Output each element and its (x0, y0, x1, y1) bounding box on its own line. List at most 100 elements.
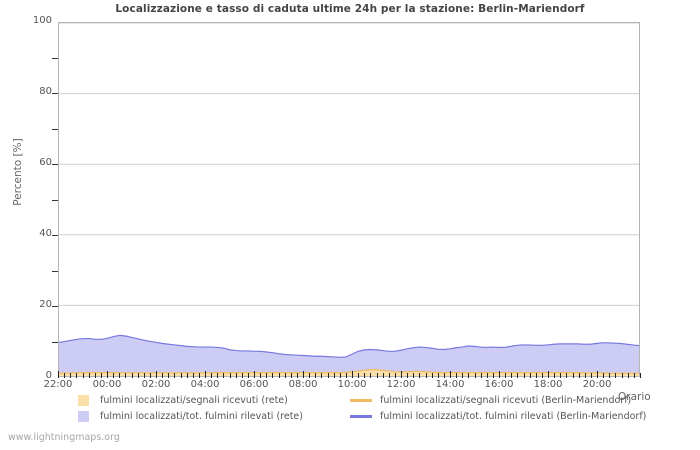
x-minor-tick (235, 373, 237, 378)
x-tick-label: 22:00 (43, 379, 73, 390)
x-minor-tick (241, 373, 243, 378)
x-minor-tick (296, 373, 298, 378)
x-tick-label: 16:00 (484, 379, 514, 390)
x-minor-tick (125, 373, 127, 378)
x-minor-tick (137, 373, 139, 378)
x-minor-tick (584, 373, 586, 378)
x-minor-tick (64, 373, 66, 378)
x-major-tick (401, 371, 403, 378)
x-minor-tick (603, 373, 605, 378)
x-major-tick (254, 371, 256, 378)
x-minor-tick (272, 373, 274, 378)
x-minor-tick (162, 373, 164, 378)
legend-label: fulmini localizzati/segnali ricevuti (re… (100, 394, 288, 406)
x-minor-tick (523, 373, 525, 378)
x-minor-tick (247, 373, 249, 378)
x-minor-tick (198, 373, 200, 378)
x-minor-tick (260, 373, 262, 378)
x-tick-label: 02:00 (141, 379, 171, 390)
legend-swatch-icon (78, 410, 89, 422)
x-minor-tick (407, 373, 409, 378)
y-major-tick (52, 93, 58, 94)
x-minor-tick (621, 373, 623, 378)
x-minor-tick (456, 373, 458, 378)
x-minor-tick (174, 373, 176, 378)
x-minor-tick (590, 373, 592, 378)
x-major-tick (156, 371, 158, 378)
x-major-tick (58, 371, 59, 378)
x-minor-tick (211, 373, 213, 378)
legend-item-3[interactable]: fulmini localizzati/tot. fulmini rilevat… (350, 411, 646, 422)
chart-legend: fulmini localizzati/segnali ricevuti (re… (78, 392, 646, 424)
x-minor-tick (376, 373, 378, 378)
x-minor-tick (609, 373, 611, 378)
x-minor-tick (149, 373, 151, 378)
x-tick-label: 18:00 (533, 379, 563, 390)
y-minor-tick (52, 199, 58, 201)
x-tick-label: 08:00 (288, 379, 318, 390)
legend-row: fulmini localizzati/segnali ricevuti (re… (78, 392, 638, 408)
x-minor-tick (143, 373, 145, 378)
x-minor-tick (394, 373, 396, 378)
legend-label: fulmini localizzati/tot. fulmini rilevat… (100, 410, 303, 422)
y-minor-tick (52, 57, 58, 59)
x-minor-tick (413, 373, 415, 378)
x-minor-tick (443, 373, 445, 378)
x-minor-tick (419, 373, 421, 378)
y-major-tick (52, 235, 58, 236)
x-tick-label: 20:00 (582, 379, 612, 390)
legend-label: fulmini localizzati/tot. fulmini rilevat… (380, 410, 647, 422)
legend-item-1[interactable]: fulmini localizzati/segnali ricevuti (Be… (350, 395, 638, 406)
x-minor-tick (113, 373, 115, 378)
x-minor-tick (131, 373, 133, 378)
x-minor-tick (511, 373, 513, 378)
chart-title: Localizzazione e tasso di caduta ultime … (115, 3, 585, 15)
x-tick-label: 06:00 (239, 379, 269, 390)
x-minor-tick (358, 373, 360, 378)
x-minor-tick (462, 373, 464, 378)
x-minor-tick (70, 373, 72, 378)
x-minor-tick (180, 373, 182, 378)
x-axis-title: Orario (618, 391, 651, 403)
x-minor-tick (119, 373, 121, 378)
x-minor-tick (339, 373, 341, 378)
x-tick-label: 14:00 (435, 379, 465, 390)
x-minor-tick (474, 373, 476, 378)
y-tick-label: 80 (39, 86, 52, 97)
legend-item-2[interactable]: fulmini localizzati/tot. fulmini rilevat… (78, 410, 350, 422)
x-minor-tick (572, 373, 574, 378)
x-minor-tick (640, 373, 641, 378)
x-minor-tick (278, 373, 280, 378)
x-minor-tick (94, 373, 96, 378)
legend-item-0[interactable]: fulmini localizzati/segnali ricevuti (re… (78, 394, 350, 406)
x-minor-tick (100, 373, 102, 378)
y-tick-label: 100 (32, 15, 52, 26)
y-minor-tick (52, 128, 58, 130)
x-minor-tick (633, 373, 635, 378)
x-minor-tick (492, 373, 494, 378)
x-minor-tick (560, 373, 562, 378)
x-minor-tick (266, 373, 268, 378)
x-minor-tick (321, 373, 323, 378)
x-minor-tick (615, 373, 617, 378)
x-minor-tick (82, 373, 84, 378)
series-area (59, 369, 639, 376)
x-minor-tick (370, 373, 372, 378)
x-minor-tick (333, 373, 335, 378)
x-major-tick (107, 371, 108, 378)
x-minor-tick (480, 373, 482, 378)
legend-line-icon (350, 414, 372, 418)
x-major-tick (499, 371, 501, 378)
x-minor-tick (309, 373, 311, 378)
chart-canvas (59, 23, 639, 376)
y-minor-tick (52, 270, 58, 272)
x-minor-tick (541, 373, 543, 378)
x-minor-tick (486, 373, 488, 378)
y-axis: 0 20 40 60 80 100 (0, 0, 52, 450)
x-minor-tick (554, 373, 556, 378)
x-axis: 22:00 00:00 02:00 04:00 06:00 08:00 10:00 12:00… (0, 379, 700, 395)
x-minor-tick (192, 373, 194, 378)
x-minor-tick (88, 373, 90, 378)
x-minor-tick (388, 373, 390, 378)
x-tick-label: 00:00 (92, 379, 122, 390)
